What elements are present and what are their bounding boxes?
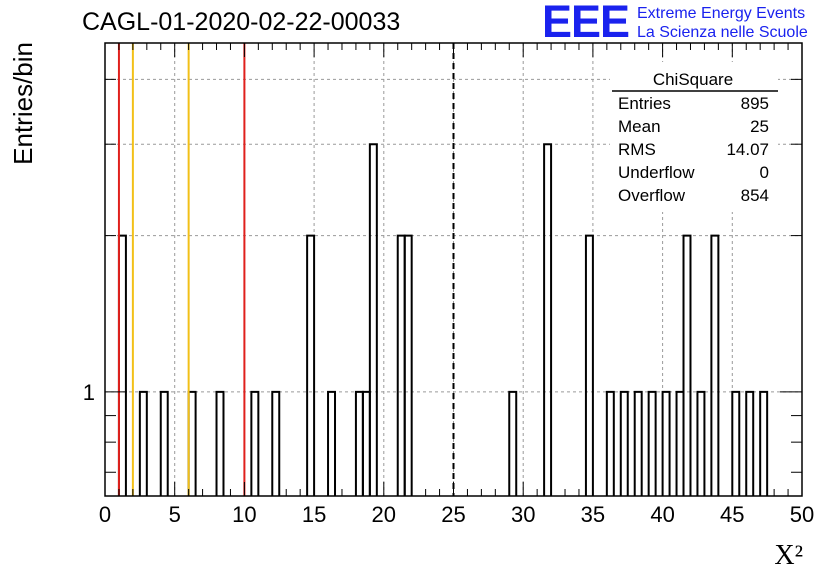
y-axis-label: Entries/bin	[8, 42, 38, 165]
histogram-bin	[696, 390, 706, 496]
logo-line-1: Extreme Energy Events	[637, 5, 806, 22]
x-tick-label: 50	[790, 502, 814, 527]
histogram-bin	[159, 390, 169, 496]
x-tick-label: 45	[720, 502, 744, 527]
histogram-bin	[584, 234, 594, 496]
histogram-bin	[403, 234, 413, 496]
stats-row-value: 854	[741, 186, 769, 205]
histogram-bin	[759, 390, 769, 496]
histogram-bin	[250, 390, 260, 496]
histogram-bin	[605, 390, 615, 496]
run-title: CAGL-01-2020-02-22-00033	[82, 8, 401, 36]
stats-row-label: Overflow	[618, 186, 686, 205]
histogram-bin	[117, 234, 127, 496]
histogram-bin	[508, 390, 518, 496]
x-tick-label: 30	[511, 502, 535, 527]
x-tick-label: 20	[372, 502, 396, 527]
histogram-bin	[633, 390, 643, 496]
x-tick-label: 25	[441, 502, 465, 527]
logo-line-2: La Scienza nelle Scuole	[637, 24, 808, 41]
histogram-bin	[327, 390, 337, 496]
histogram-bin	[396, 234, 406, 496]
x-tick-label: 35	[581, 502, 605, 527]
histogram-bin	[368, 143, 378, 496]
histogram-bin	[647, 390, 657, 496]
histogram-bin	[619, 390, 629, 496]
y-tick-label: 1	[83, 380, 95, 405]
histogram-bin	[306, 234, 316, 496]
logo-mark: EEE	[542, 0, 630, 47]
stats-row-value: 25	[750, 117, 769, 136]
x-tick-label: 0	[99, 502, 111, 527]
stats-row-label: RMS	[618, 140, 656, 159]
histogram-bin	[354, 390, 364, 496]
histogram-bin	[731, 390, 741, 496]
histogram-bin	[661, 390, 671, 496]
stats-box	[610, 62, 778, 212]
histogram-bin	[215, 390, 225, 496]
histogram-bin	[138, 390, 148, 496]
histogram-bin	[682, 234, 692, 496]
stats-row-value: 895	[741, 94, 769, 113]
histogram-bin	[361, 390, 371, 496]
histogram-bin	[271, 390, 281, 496]
x-axis-label: X²	[774, 540, 803, 571]
histogram-bin	[187, 390, 197, 496]
x-tick-label: 15	[302, 502, 326, 527]
x-tick-label: 40	[650, 502, 674, 527]
stats-title: ChiSquare	[653, 70, 733, 89]
histogram-bin	[543, 143, 553, 496]
histogram-bin	[710, 234, 720, 496]
histogram-bin	[745, 390, 755, 496]
stats-row-label: Entries	[618, 94, 671, 113]
stats-row-label: Mean	[618, 117, 661, 136]
x-tick-label: 5	[169, 502, 181, 527]
stats-row-value: 0	[760, 163, 769, 182]
stats-row-value: 14.07	[726, 140, 769, 159]
x-tick-label: 10	[232, 502, 256, 527]
histogram-bin	[675, 390, 685, 496]
stats-row-label: Underflow	[618, 163, 695, 182]
